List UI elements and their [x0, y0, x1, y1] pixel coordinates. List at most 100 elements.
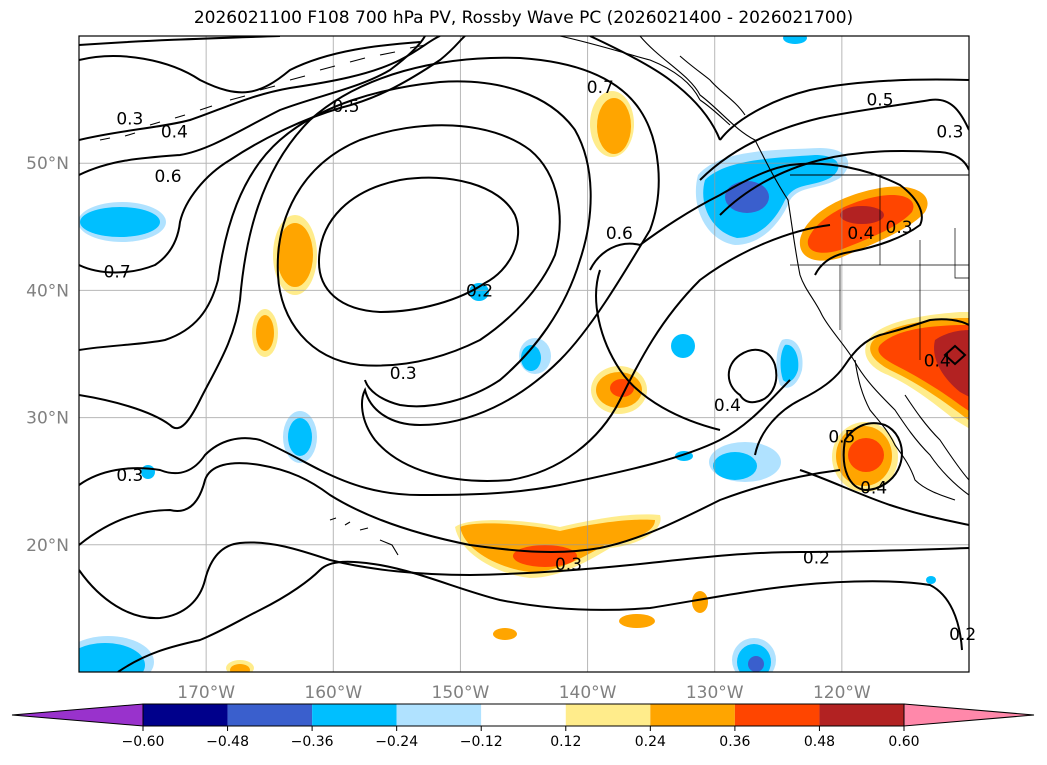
- contour-label: 0.3: [390, 364, 417, 384]
- contour-label: 0.5: [332, 97, 359, 117]
- lon-tick-label: 170°W: [177, 683, 235, 703]
- aleutians: [99, 44, 426, 141]
- lat-tick-label: 30°N: [26, 409, 69, 429]
- negative-anomaly: [671, 334, 695, 358]
- negative-anomaly: [713, 452, 757, 480]
- lon-tick-label: 130°W: [686, 683, 744, 703]
- colorbar: −0.60 −0.48 −0.36 −0.24 −0.12 0.12 0.24 0.36 0.4…: [11, 703, 1035, 750]
- contour-line: [727, 348, 778, 404]
- contour-label: 0.4: [860, 479, 887, 499]
- contour-label: 0.4: [924, 351, 951, 371]
- colorbar-swatch: [734, 704, 820, 726]
- colorbar-swatch: [650, 704, 735, 726]
- contour-label: 0.2: [466, 281, 493, 301]
- negative-anomaly: [703, 155, 839, 238]
- negative-anomaly: [926, 576, 936, 584]
- colorbar-tick-label: 0.12: [550, 734, 581, 750]
- colorbar-swatch: [227, 704, 313, 726]
- colorbar-swatch: [143, 704, 228, 726]
- contour-line: [79, 80, 592, 408]
- lon-tick-label: 120°W: [813, 683, 871, 703]
- longitude-labels: 170°W 160°W 150°W 140°W 130°W 120°W: [177, 683, 871, 703]
- contour-line: [799, 469, 969, 526]
- lat-tick-label: 20°N: [26, 536, 69, 556]
- chart-title: 2026021100 F108 700 hPa PV, Rossby Wave …: [193, 8, 854, 28]
- contour-line: [79, 462, 841, 553]
- colorbar-swatch: [819, 704, 904, 726]
- colorbar-swatch: [396, 704, 482, 726]
- contour-label: 0.2: [803, 549, 830, 569]
- islands: [679, 55, 746, 126]
- colorbar-tick-label: −0.24: [375, 734, 418, 750]
- negative-anomaly: [780, 344, 799, 382]
- alaska-coast: [559, 36, 701, 101]
- contour-line: [699, 98, 969, 181]
- colorbar-frame: [142, 703, 905, 727]
- contour-labels: 0.3 0.4 0.5 0.6 0.7 0.7 0.5 0.3 0.6 0.4 0.3 0.2 0.3 0…: [104, 78, 977, 645]
- negative-anomaly: [521, 345, 541, 371]
- negative-anomaly: [80, 207, 160, 237]
- contour-line: [79, 56, 831, 482]
- colorbar-tick-label: −0.36: [291, 734, 334, 750]
- north-america-coast: [639, 36, 969, 496]
- contour-line: [754, 318, 969, 456]
- contour-line: [79, 36, 721, 141]
- positive-anomaly: [493, 628, 517, 640]
- contour-line: [79, 541, 969, 620]
- positive-anomaly: [230, 664, 250, 672]
- colorbar-tick-label: 0.48: [804, 734, 835, 750]
- anomaly-shading: [79, 36, 969, 672]
- lat-tick-label: 50°N: [26, 154, 69, 174]
- contour-line: [639, 162, 923, 276]
- contour-label: 0.6: [154, 167, 181, 187]
- colorbar-tick-label: 0.60: [888, 734, 919, 750]
- us-state-lines: [790, 175, 969, 360]
- lon-tick-label: 150°W: [432, 683, 490, 703]
- baja-coast: [854, 359, 956, 501]
- contour-label: 0.3: [936, 122, 963, 142]
- contour-line: [79, 36, 426, 176]
- colorbar-swatch: [312, 704, 397, 726]
- contour-line: [842, 422, 903, 492]
- colorbar-swatch: [481, 704, 566, 726]
- pv-contours: [79, 36, 969, 672]
- contour-line: [117, 560, 963, 672]
- gridlines: [79, 36, 969, 672]
- negative-anomaly: [748, 656, 764, 672]
- negative-anomaly: [725, 181, 769, 213]
- colorbar-tick-label: −0.60: [122, 734, 165, 750]
- colorbar-tick-label: −0.48: [206, 734, 249, 750]
- positive-anomaly: [840, 206, 884, 224]
- positive-anomaly: [848, 438, 884, 472]
- gulf-of-california: [904, 394, 969, 481]
- positive-anomaly: [619, 614, 655, 628]
- contour-label: 0.6: [606, 224, 633, 244]
- contour-line: [719, 78, 969, 141]
- contour-label: 0.3: [555, 555, 582, 575]
- map-frame: [78, 35, 970, 673]
- contour-line: [79, 379, 791, 497]
- hawaii: [329, 517, 399, 556]
- contour-label: 0.4: [161, 122, 188, 142]
- negative-anomaly: [288, 418, 312, 456]
- colorbar-extend-min: [11, 703, 144, 727]
- negative-anomaly: [469, 283, 489, 301]
- lat-tick-label: 40°N: [26, 281, 69, 301]
- colorbar-extend-max: [903, 703, 1035, 727]
- positive-anomaly: [692, 591, 708, 613]
- contour-line: [79, 41, 421, 94]
- positive-anomaly: [597, 98, 631, 154]
- positive-anomaly: [460, 519, 655, 572]
- contour-line: [943, 344, 967, 366]
- contour-line: [719, 149, 969, 216]
- contour-label: 0.3: [116, 110, 143, 130]
- contour-label: 0.7: [587, 78, 614, 98]
- contour-label: 0.4: [847, 224, 874, 244]
- contour-label: 0.3: [116, 466, 143, 486]
- contour-line: [317, 176, 520, 314]
- positive-anomaly: [934, 330, 969, 397]
- contour-label: 0.2: [949, 625, 976, 645]
- colorbar-swatch: [565, 704, 651, 726]
- colorbar-tick-label: 0.36: [719, 734, 750, 750]
